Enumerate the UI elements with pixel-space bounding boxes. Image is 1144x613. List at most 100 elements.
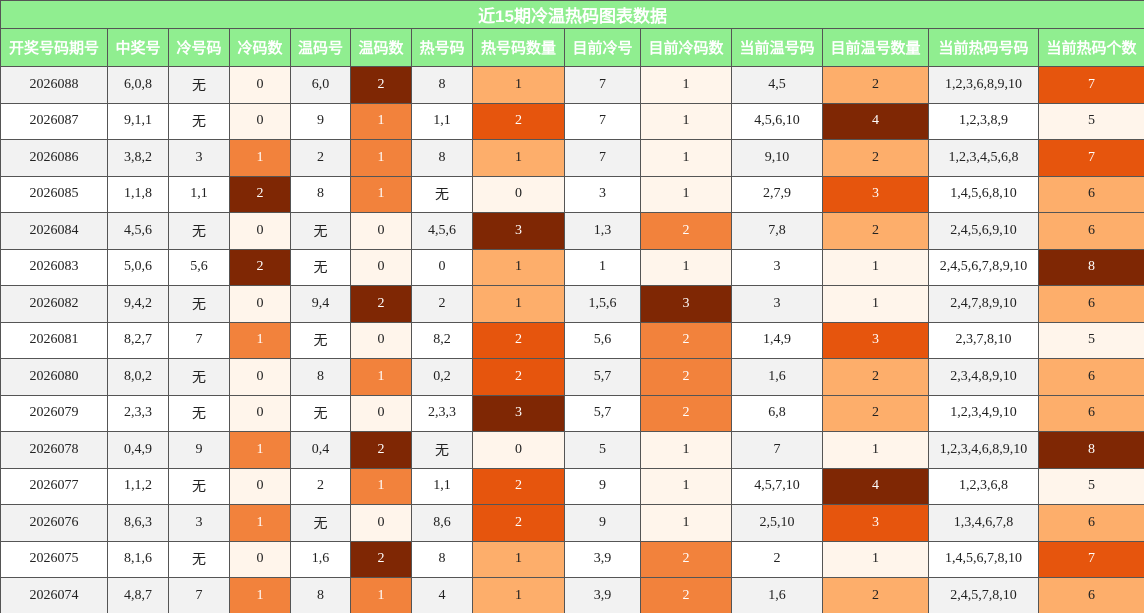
column-header: 冷号码 [168,28,230,67]
text-cell: 2,4,5,6,7,8,9,10 [928,248,1039,286]
count-cell: 3 [822,321,929,359]
text-cell: 4,5,6,10 [731,102,823,140]
count-cell: 7 [1037,139,1144,177]
text-cell: 无 [168,540,230,578]
text-cell: 0,4 [290,431,351,469]
text-cell: 8,0,2 [107,358,169,396]
text-cell: 5,7 [564,358,641,396]
count-cell: 1 [472,139,565,177]
count-cell: 1 [472,285,565,323]
text-cell: 8,6,3 [107,504,169,542]
text-cell: 3,9 [564,540,641,578]
text-cell: 无 [168,285,230,323]
text-cell: 8,2,7 [107,321,169,359]
text-cell: 2,4,5,6,9,10 [928,212,1039,250]
text-cell: 4,5,6 [107,212,169,250]
text-cell: 2,5,10 [731,504,823,542]
text-cell: 1,2,3,6,8,9,10 [928,66,1039,104]
text-cell: 8,6 [411,504,473,542]
count-cell: 1 [350,577,412,613]
text-cell: 2026076 [0,504,108,542]
count-cell: 1 [640,467,732,505]
text-cell: 2026086 [0,139,108,177]
data-row: 2026086 3,8,2 3 1 2 1 8 1 7 1 9,10 2 1,2,3,4,5,6,8 7 [0,139,1144,177]
text-cell: 2026085 [0,175,108,213]
text-cell: 1,3 [564,212,641,250]
count-cell: 2 [472,358,565,396]
text-cell: 2026078 [0,431,108,469]
count-cell: 0 [229,102,291,140]
data-row: 2026079 2,3,3 无 0 无 0 2,3,3 3 5,7 2 6,8 2 1,2,3,4,9,… [0,394,1144,432]
count-cell: 1 [640,431,732,469]
text-cell: 无 [168,212,230,250]
text-cell: 4,5,7,10 [731,467,823,505]
text-cell: 2,4,5,7,8,10 [928,577,1039,613]
column-header: 中奖号 [107,28,169,67]
text-cell: 1,1,8 [107,175,169,213]
text-cell: 7 [564,139,641,177]
text-cell: 3,9 [564,577,641,613]
count-cell: 1 [472,248,565,286]
text-cell: 7 [564,102,641,140]
count-cell: 1 [640,66,732,104]
text-cell: 2026082 [0,285,108,323]
count-cell: 6 [1037,175,1144,213]
header-row: 开奖号码期号 中奖号 冷号码 冷码数 温码号 温码数 热号码 热号码数量 目前冷号 目前冷码数 当前… [0,28,1144,67]
count-cell: 1 [229,431,291,469]
data-row: 2026085 1,1,8 1,1 2 8 1 无 0 3 1 2,7,9 3 1,4,5,6,8,10… [0,175,1144,213]
column-header: 当前热码个数 [1037,28,1144,67]
text-cell: 9 [564,467,641,505]
data-row: 2026076 8,6,3 3 1 无 0 8,6 2 9 1 2,5,10 3 1,3,4,6,7,8… [0,504,1144,542]
text-cell: 8 [290,175,351,213]
text-cell: 2 [290,139,351,177]
text-cell: 9 [564,504,641,542]
count-cell: 1 [822,431,929,469]
count-cell: 2 [472,467,565,505]
text-cell: 2026087 [0,102,108,140]
count-cell: 3 [472,394,565,432]
count-cell: 6 [1037,394,1144,432]
text-cell: 2026077 [0,467,108,505]
column-header: 温码数 [350,28,412,67]
text-cell: 2,7,9 [731,175,823,213]
count-cell: 5 [1037,102,1144,140]
count-cell: 2 [229,175,291,213]
text-cell: 1,4,5,6,8,10 [928,175,1039,213]
data-row: 2026088 6,0,8 无 0 6,0 2 8 1 7 1 4,5 2 1,2,3,6,8,9,10… [0,66,1144,104]
count-cell: 1 [640,102,732,140]
text-cell: 无 [168,102,230,140]
text-cell: 3 [168,139,230,177]
count-cell: 5 [1037,321,1144,359]
data-row: 2026084 4,5,6 无 0 无 0 4,5,6 3 1,3 2 7,8 2 2,4,5,6,9,… [0,212,1144,250]
count-cell: 0 [350,394,412,432]
text-cell: 2026080 [0,358,108,396]
text-cell: 5 [564,431,641,469]
count-cell: 4 [822,102,929,140]
text-cell: 1,6 [290,540,351,578]
text-cell: 8,2 [411,321,473,359]
text-cell: 7 [731,431,823,469]
count-cell: 2 [640,540,732,578]
text-cell: 8 [411,540,473,578]
count-cell: 1 [640,248,732,286]
count-cell: 1 [229,139,291,177]
column-header: 开奖号码期号 [0,28,108,67]
count-cell: 1 [350,467,412,505]
data-row: 2026074 4,8,7 7 1 8 1 4 1 3,9 2 1,6 2 2,4,5,7,8,10 6 [0,577,1144,613]
text-cell: 2 [290,467,351,505]
count-cell: 7 [1037,540,1144,578]
data-row: 2026082 9,4,2 无 0 9,4 2 2 1 1,5,6 3 3 1 2,4,7,8,9,10… [0,285,1144,323]
text-cell: 1,6 [731,358,823,396]
text-cell: 2 [731,540,823,578]
title-row: 近15期冷温热码图表数据 [0,0,1144,29]
text-cell: 无 [290,212,351,250]
count-cell: 1 [640,175,732,213]
column-header: 目前温号数量 [822,28,929,67]
count-cell: 2 [822,212,929,250]
text-cell: 5,7 [564,394,641,432]
text-cell: 9 [168,431,230,469]
count-cell: 3 [472,212,565,250]
text-cell: 8 [290,358,351,396]
text-cell: 1,1 [411,102,473,140]
